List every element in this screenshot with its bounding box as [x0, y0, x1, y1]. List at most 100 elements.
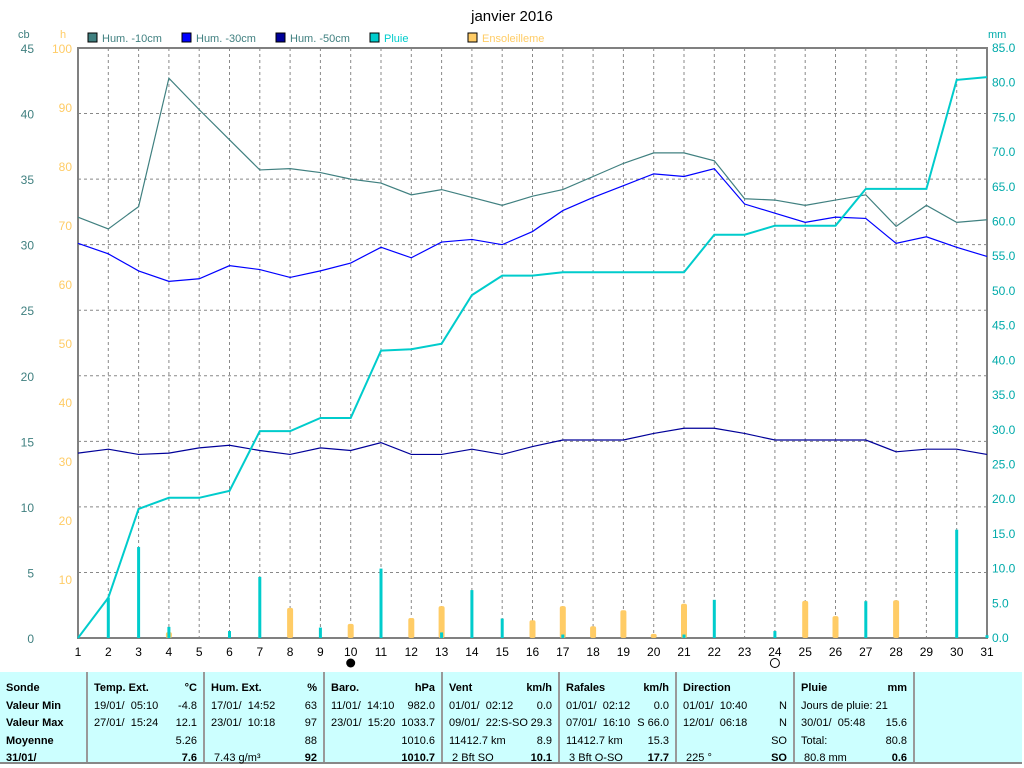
table-cell: 01/01/ 02:12 [449, 699, 514, 712]
table-row: 01/01/ 02:12 0.0 [449, 698, 552, 716]
sunshine-bar [893, 600, 900, 638]
table-cell: 01/01/ 10:40 [683, 699, 748, 712]
table-cell: 01/01/ 02:12 [566, 699, 631, 712]
legend-swatch [467, 32, 478, 43]
tick-mm: 70.0 [992, 145, 1016, 159]
tick-h: 100 [52, 42, 72, 56]
table-cell: 63 [304, 699, 317, 712]
tick-day: 14 [465, 645, 479, 659]
tick-day: 3 [135, 645, 142, 659]
tick-day: 30 [950, 645, 964, 659]
legend-label: Ensoleilleme [482, 33, 544, 45]
tick-h: 70 [59, 219, 73, 233]
table-row: Temp. Ext. °C [94, 680, 197, 698]
table-cell: mm [887, 682, 907, 694]
series-line-hum50cm [77, 427, 988, 456]
summary-table: Sonde Valeur Min Valeur Max Moyenne 31/01/Te… [0, 672, 1022, 764]
table-cell: Temp. Ext. [94, 682, 149, 694]
tick-day: 21 [677, 645, 691, 659]
rain-bar [258, 576, 262, 638]
table-cell: 12/01/ 06:18 [683, 717, 748, 729]
table-cell: 97 [304, 717, 317, 729]
tick-mm: 80.0 [992, 76, 1016, 90]
tick-day: 25 [799, 645, 813, 659]
tick-day: 11 [375, 645, 388, 659]
table-cell: 80.8 mm [801, 752, 847, 764]
rain-bar [985, 635, 989, 638]
rain-bar [682, 634, 686, 638]
tick-day: 4 [166, 645, 173, 659]
table-column: Sonde Valeur Min Valeur Max Moyenne 31/01/ [0, 672, 88, 764]
rain-bar [228, 631, 231, 638]
table-cell: 3 Bft O-SO [566, 752, 623, 764]
tick-day: 26 [829, 645, 843, 659]
table-cell: km/h [643, 682, 669, 694]
rain-bar [167, 626, 171, 638]
table-cell: 11412.7 km [449, 734, 506, 747]
table-cell: 7.43 g/m³ [211, 752, 261, 764]
table-row: Hum. Ext.% [211, 680, 317, 698]
table-row: 19/01/ 05:10 -4.8 [94, 698, 197, 716]
tick-mm: 55.0 [992, 249, 1016, 263]
tick-day: 6 [226, 645, 233, 659]
rain-bar [864, 601, 868, 638]
table-cell: Vent [449, 682, 473, 694]
table-cell: 92 [304, 752, 317, 764]
sunshine-bar [832, 616, 839, 638]
tick-cb: 30 [21, 239, 35, 253]
table-row: 11/01/ 14:10 982.0 [331, 698, 435, 716]
legend-label: Hum. -30cm [196, 33, 256, 45]
table-cell: 225 ° [683, 752, 712, 764]
table-row: 225 ° SO [683, 750, 787, 768]
tick-h: 10 [59, 573, 73, 587]
tick-day: 18 [586, 645, 600, 659]
table-row: 1010.7 [331, 750, 435, 768]
table-row: Rafales km/h [566, 680, 669, 698]
table-row: 11412.7 km 8.9 [449, 733, 552, 751]
table-cell: Jours de pluie: 21 [801, 699, 888, 712]
rain-bar [440, 632, 444, 638]
tick-h: 50 [59, 337, 73, 351]
table-row: 7.6 [94, 750, 197, 768]
table-cell: Direction [683, 682, 731, 694]
table-row: 07/01/ 16:10 S 66.0 [566, 715, 669, 733]
tick-cb: 40 [21, 108, 35, 122]
rain-bar [137, 547, 141, 638]
tick-day: 7 [256, 645, 263, 659]
table-cell: Valeur Max [6, 717, 64, 729]
sunshine-bar [287, 607, 294, 638]
legend-swatch [87, 32, 98, 43]
table-cell: °C [184, 682, 197, 694]
table-cell: 07/01/ 16:10 [566, 717, 631, 729]
rain-bar [318, 627, 322, 638]
table-cell: 12.1 [175, 717, 197, 729]
table-row: 12/01/ 06:18 N [683, 715, 787, 733]
table-cell: 982.0 [407, 699, 435, 712]
table-cell: 15.3 [647, 734, 669, 747]
full-moon-icon [769, 658, 780, 668]
table-cell: 30/01/ 05:48 [801, 717, 866, 729]
tick-mm: 85.0 [992, 41, 1016, 55]
table-cell: 7.6 [181, 752, 197, 764]
table-cell: % [307, 682, 317, 694]
tick-day: 31 [980, 645, 994, 659]
table-cell: 0.0 [536, 699, 552, 712]
rain-bar [955, 529, 959, 638]
tick-day: 9 [317, 645, 324, 659]
table-column: Hum. Ext.% 17/01/ 14:52 63 23/01/ 10:18 97 88… [205, 672, 325, 764]
tick-mm: 10.0 [992, 562, 1016, 576]
legend-label: Pluie [384, 33, 408, 45]
table-cell: 88 [304, 734, 317, 747]
tick-day: 23 [738, 645, 752, 659]
tick-day: 15 [496, 645, 510, 659]
table-column: Temp. Ext. °C 19/01/ 05:10 -4.8 27/01/ 15:24… [88, 672, 205, 764]
tick-cb: 5 [27, 566, 34, 580]
rain-bar [106, 597, 110, 638]
tick-h: 20 [59, 514, 73, 528]
tick-h: 90 [59, 101, 73, 115]
table-cell: hPa [414, 682, 435, 694]
table-row: Vent km/h [449, 680, 552, 698]
table-cell: 11/01/ 14:10 [331, 699, 395, 712]
table-cell: 8.9 [536, 734, 552, 747]
series-line-hum10cm [77, 76, 988, 230]
